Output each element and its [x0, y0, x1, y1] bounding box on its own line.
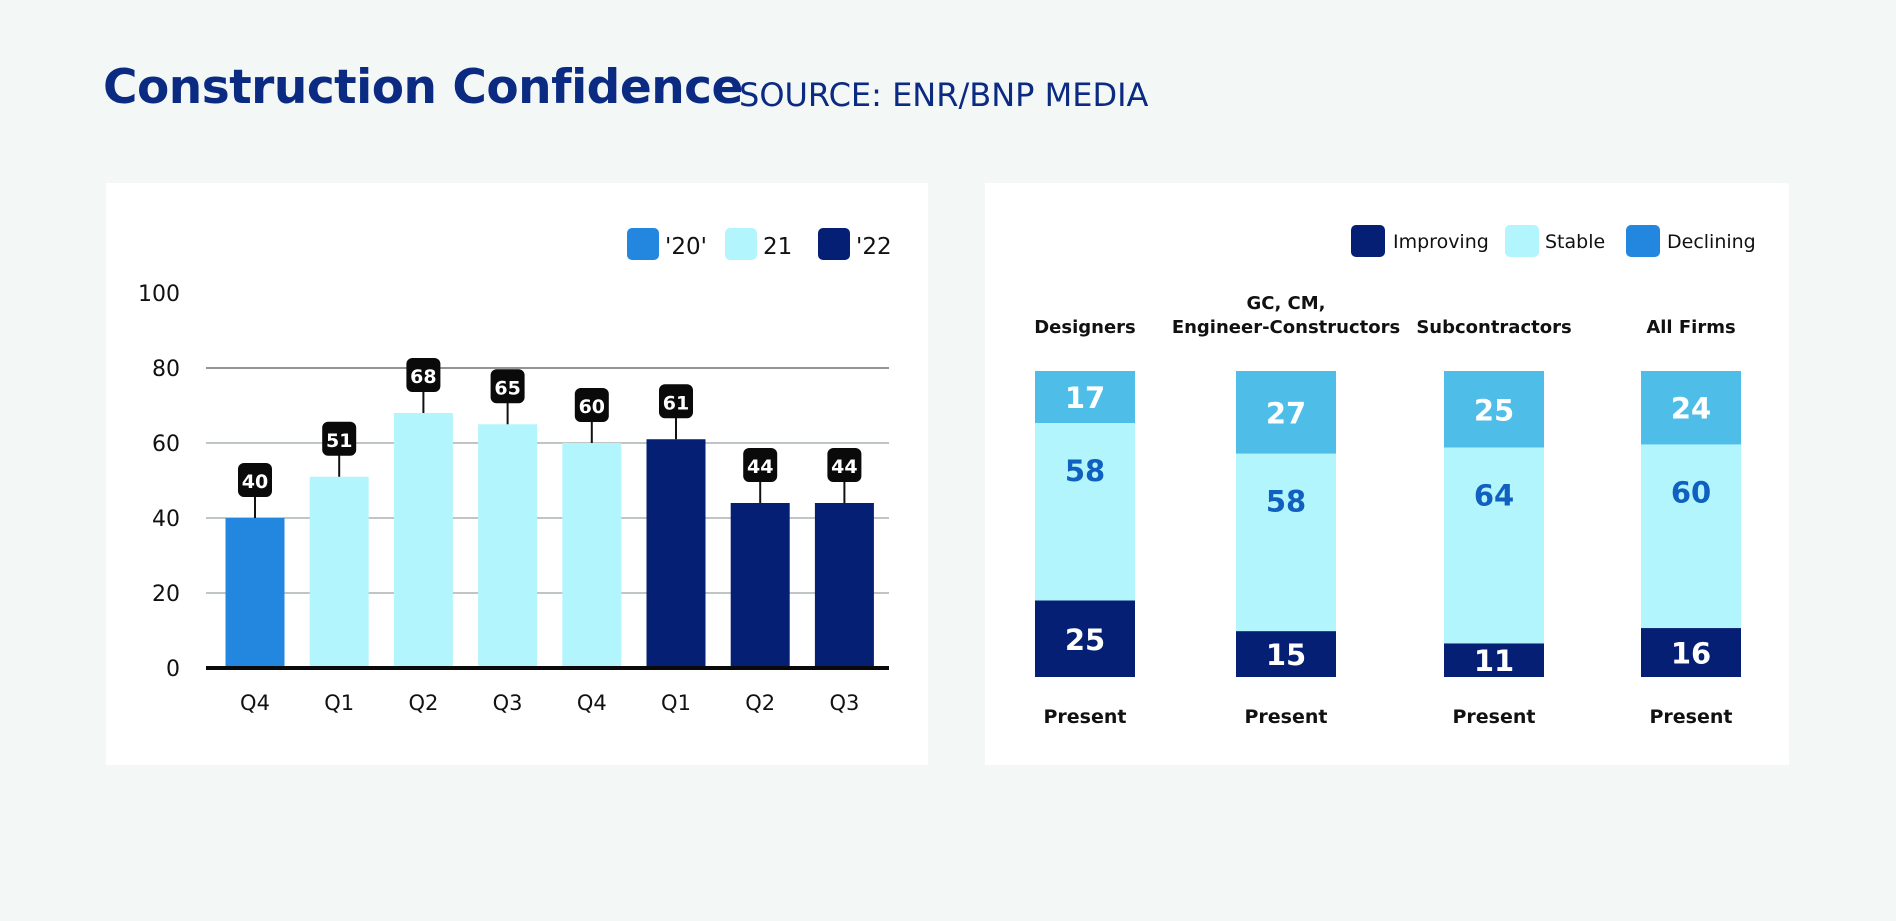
- legend-label: 21: [763, 234, 792, 260]
- source-credit: SOURCE: ENR/BNP MEDIA: [739, 76, 1149, 114]
- bar: [478, 424, 538, 668]
- legend-swatch: [725, 228, 757, 260]
- legend-swatch: [1505, 225, 1539, 257]
- y-tick-label: 60: [152, 432, 180, 457]
- page-title: Construction Confidence: [103, 60, 743, 115]
- data-label: 40: [242, 471, 268, 493]
- segment-value: 16: [1671, 637, 1711, 671]
- sub-label: Present: [1453, 706, 1536, 728]
- x-tick-label: Q2: [745, 691, 775, 715]
- bar: [309, 476, 369, 668]
- stack-segment-stable: [1641, 444, 1741, 629]
- y-tick-label: 80: [152, 357, 180, 382]
- x-tick-label: Q4: [240, 691, 270, 715]
- x-tick-label: Q2: [408, 691, 438, 715]
- legend-swatch: [1351, 225, 1385, 257]
- data-label: 65: [494, 377, 520, 399]
- y-tick-label: 100: [138, 282, 180, 307]
- bar: [225, 518, 285, 668]
- stack-segment-declining: [1236, 371, 1336, 454]
- bar: [646, 439, 706, 668]
- bar: [393, 413, 453, 668]
- stack-segment-improving: [1035, 600, 1135, 677]
- segment-value: 15: [1266, 638, 1306, 672]
- x-tick-label: Q4: [577, 691, 607, 715]
- y-tick-label: 40: [152, 507, 180, 532]
- data-label-box: [743, 448, 778, 482]
- data-label-box: [490, 369, 525, 404]
- stack-segment-declining: [1035, 371, 1135, 424]
- segment-value: 64: [1474, 479, 1514, 513]
- x-tick-label: Q3: [493, 691, 523, 715]
- stack-segment-improving: [1641, 628, 1741, 677]
- legend-swatch: [627, 228, 659, 260]
- data-label: 60: [579, 396, 605, 418]
- data-label: 68: [410, 366, 436, 388]
- data-label: 51: [326, 430, 352, 452]
- segment-value: 58: [1266, 485, 1306, 519]
- data-label-box: [659, 384, 693, 419]
- x-tick-label: Q1: [324, 691, 354, 715]
- data-label: 44: [747, 456, 773, 478]
- data-label-box: [406, 358, 441, 392]
- segment-value: 24: [1671, 392, 1711, 426]
- legend-label: Improving: [1393, 231, 1489, 253]
- y-tick-label: 20: [152, 582, 180, 607]
- stack-segment-declining: [1641, 371, 1741, 445]
- legend-swatch: [818, 228, 850, 260]
- category-label: Designers: [1034, 317, 1136, 338]
- segment-value: 27: [1266, 396, 1306, 430]
- category-label: Engineer-Constructors: [1172, 317, 1400, 338]
- sub-label: Present: [1245, 706, 1328, 728]
- data-label-box: [827, 448, 862, 482]
- stack-segment-stable: [1444, 447, 1544, 644]
- category-label: Subcontractors: [1416, 317, 1571, 338]
- data-label-box: [574, 388, 609, 422]
- legend-swatch: [1626, 225, 1660, 257]
- legend-label: '20': [665, 234, 707, 260]
- legend-label: Stable: [1545, 231, 1605, 253]
- segment-value: 17: [1065, 381, 1105, 415]
- category-label: All Firms: [1646, 317, 1735, 338]
- y-tick-label: 0: [166, 657, 180, 682]
- segment-value: 58: [1065, 454, 1105, 488]
- bar: [814, 503, 874, 668]
- bar: [562, 443, 622, 668]
- segment-value: 11: [1474, 644, 1514, 678]
- segment-value: 25: [1065, 623, 1105, 657]
- stack-segment-declining: [1444, 371, 1544, 448]
- legend-label: '22: [856, 234, 892, 260]
- data-label-box: [322, 421, 357, 456]
- sub-label: Present: [1044, 706, 1127, 728]
- stack-segment-improving: [1444, 643, 1544, 677]
- data-label: 44: [831, 456, 857, 478]
- x-tick-label: Q1: [661, 691, 691, 715]
- data-label: 61: [663, 392, 689, 414]
- category-label: GC, CM,: [1246, 293, 1325, 314]
- bar: [730, 503, 790, 668]
- stack-segment-stable: [1035, 423, 1135, 601]
- stack-segment-stable: [1236, 453, 1336, 632]
- sub-label: Present: [1650, 706, 1733, 728]
- stack-segment-improving: [1236, 631, 1336, 677]
- segment-value: 25: [1474, 393, 1514, 427]
- x-tick-label: Q3: [829, 691, 859, 715]
- segment-value: 60: [1671, 475, 1711, 509]
- data-label-box: [238, 463, 272, 497]
- legend-label: Declining: [1667, 231, 1756, 253]
